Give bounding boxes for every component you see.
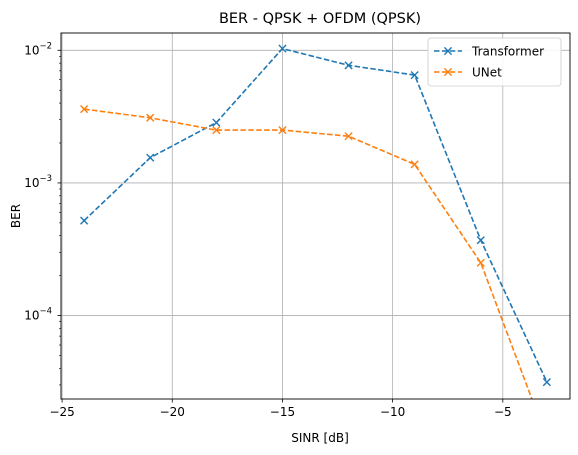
x-tick-label: −10: [380, 405, 405, 419]
data-point-transformer: [212, 118, 221, 127]
legend-items: Transformer UNet: [434, 45, 544, 80]
data-point-unet: [80, 105, 89, 114]
marker-stroke: [410, 71, 419, 80]
y-tick-base: 10: [24, 43, 39, 57]
y-axis-ticks: 10−410−310−2: [24, 41, 61, 386]
y-tick-label: 10−4: [24, 307, 52, 323]
legend-marker: [443, 46, 453, 56]
marker-stroke: [344, 132, 353, 141]
x-tick-label: −5: [494, 405, 512, 419]
series-line-unet: [83, 108, 533, 399]
data-point-transformer: [278, 44, 287, 53]
data-point-transformer: [80, 216, 89, 225]
y-axis-label: BER: [9, 204, 23, 228]
y-tick-label: 10−2: [24, 41, 52, 57]
x-axis-label: SINR [dB]: [291, 431, 349, 445]
data-point-transformer: [344, 61, 353, 70]
data-point-transformer: [146, 153, 155, 162]
data-point-transformer: [410, 71, 419, 80]
x-tick-label: −15: [270, 405, 295, 419]
grid-lines: [61, 33, 570, 399]
marker-stroke: [476, 258, 485, 267]
legend-box: [427, 37, 562, 87]
legend: Transformer UNet: [427, 37, 562, 87]
series-line-transformer: [83, 47, 548, 383]
marker-stroke: [410, 160, 419, 169]
x-tick-label: −20: [160, 405, 185, 419]
marker-stroke: [542, 378, 551, 387]
y-tick-exponent: −3: [39, 174, 52, 184]
legend-label: Transformer: [471, 45, 544, 59]
marker-stroke: [278, 126, 287, 135]
x-axis-ticks: −25 −20 −15 −10 −5: [49, 399, 512, 419]
y-tick-exponent: −2: [39, 41, 52, 51]
marker-stroke: [80, 105, 89, 114]
legend-entry-unet: UNet: [434, 66, 502, 80]
marker-stroke: [146, 153, 155, 162]
data-point-unet: [344, 132, 353, 141]
data-point-unet: [476, 258, 485, 267]
marker-stroke: [212, 126, 221, 135]
marker-stroke: [80, 216, 89, 225]
data-point-unet: [146, 113, 155, 122]
marker-stroke: [344, 61, 353, 70]
data-point-unet: [278, 126, 287, 135]
legend-marker: [443, 67, 453, 77]
data-point-transformer: [476, 236, 485, 245]
x-tick-label: −25: [49, 405, 74, 419]
plot-area: [80, 44, 551, 399]
marker-stroke: [212, 118, 221, 127]
y-tick-base: 10: [24, 309, 39, 323]
data-point-unet: [410, 160, 419, 169]
marker-stroke: [476, 236, 485, 245]
chart-title: BER - QPSK + OFDM (QPSK): [219, 11, 421, 27]
data-point-transformer: [542, 378, 551, 387]
legend-label: UNet: [472, 66, 502, 80]
marker-stroke: [146, 113, 155, 122]
y-tick-exponent: −4: [39, 307, 52, 317]
data-point-unet: [212, 126, 221, 135]
y-tick-base: 10: [24, 176, 39, 190]
marker-stroke: [278, 44, 287, 53]
axes-frame: [60, 32, 571, 400]
y-tick-label: 10−3: [24, 174, 52, 190]
legend-entry-transformer: Transformer: [434, 45, 544, 59]
